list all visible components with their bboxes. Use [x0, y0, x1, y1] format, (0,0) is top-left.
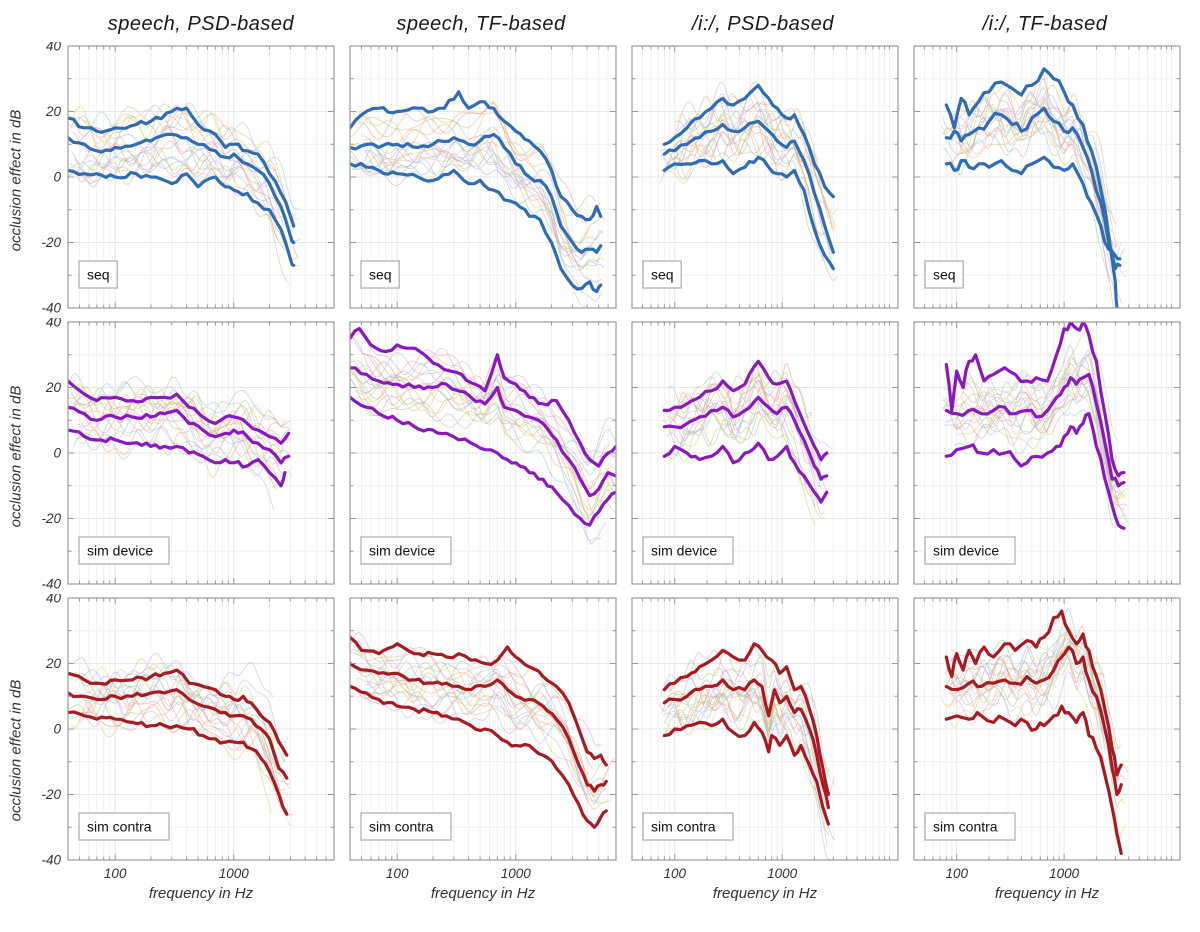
- subplot-seq-speech-tf: seq: [349, 45, 617, 309]
- subplot-simdevice-vowel-tf: sim device: [913, 321, 1181, 585]
- subplot-simdevice-speech-tf: sim device: [349, 321, 617, 585]
- svg-text:-40: -40: [41, 577, 61, 591]
- y-axis-label-row-seq: occlusion effect in dB: [7, 109, 25, 251]
- svg-text:-20: -20: [41, 511, 61, 526]
- svg-text:0: 0: [53, 722, 61, 737]
- svg-text:sim device: sim device: [87, 543, 153, 559]
- svg-text:frequency in Hz: frequency in Hz: [431, 885, 536, 902]
- svg-text:seq: seq: [933, 267, 956, 283]
- svg-text:40: 40: [46, 42, 62, 54]
- svg-text:frequency in Hz: frequency in Hz: [995, 885, 1100, 902]
- svg-text:seq: seq: [651, 267, 674, 283]
- svg-text:0: 0: [53, 170, 61, 185]
- svg-text:seq: seq: [87, 267, 110, 283]
- svg-text:seq: seq: [369, 267, 392, 283]
- svg-text:-20: -20: [41, 235, 61, 250]
- svg-text:40: 40: [46, 318, 62, 330]
- svg-text:sim device: sim device: [369, 543, 435, 559]
- subplot-simcontra-vowel-psd: 100 1000 frequency in Hz sim contra: [631, 597, 899, 902]
- svg-text:frequency in Hz: frequency in Hz: [149, 885, 254, 902]
- svg-text:-40: -40: [41, 301, 61, 315]
- svg-text:1000: 1000: [501, 866, 532, 881]
- svg-text:1000: 1000: [767, 866, 798, 881]
- svg-text:sim device: sim device: [651, 543, 717, 559]
- column-title-speech-psd: speech, PSD-based: [107, 12, 295, 35]
- svg-text:20: 20: [45, 380, 62, 395]
- svg-text:20: 20: [45, 656, 62, 671]
- y-axis-label-row-sim-device: occlusion effect in dB: [7, 385, 25, 527]
- subplot-simdevice-speech-psd: -40 -20 0 20 40 sim device: [41, 318, 335, 591]
- svg-text:1000: 1000: [1049, 866, 1080, 881]
- subplot-simcontra-speech-tf: 100 1000 frequency in Hz sim contra: [349, 597, 617, 902]
- column-title-vowel-psd: /i:/, PSD-based: [691, 12, 834, 35]
- subplot-simcontra-vowel-tf: 100 1000 frequency in Hz sim contra: [913, 597, 1181, 902]
- svg-text:100: 100: [386, 866, 409, 881]
- figure-grid: speech, PSD-based speech, TF-based /i:/,…: [6, 4, 1181, 902]
- svg-text:sim contra: sim contra: [651, 819, 716, 835]
- svg-text:frequency in Hz: frequency in Hz: [713, 885, 818, 902]
- subplot-simdevice-vowel-psd: sim device: [631, 321, 899, 585]
- svg-text:100: 100: [663, 866, 686, 881]
- svg-text:40: 40: [46, 594, 62, 606]
- y-axis-label-row-sim-contra: occlusion effect in dB: [7, 679, 25, 821]
- svg-text:-40: -40: [41, 853, 61, 868]
- svg-text:sim contra: sim contra: [87, 819, 152, 835]
- svg-text:20: 20: [45, 104, 62, 119]
- subplot-seq-speech-psd: -40 -20 0 20 40 seq: [41, 42, 335, 315]
- svg-text:-20: -20: [41, 787, 61, 802]
- svg-text:sim contra: sim contra: [369, 819, 434, 835]
- column-title-speech-tf: speech, TF-based: [396, 12, 566, 35]
- svg-text:sim contra: sim contra: [933, 819, 998, 835]
- svg-text:100: 100: [104, 866, 127, 881]
- svg-text:1000: 1000: [219, 866, 250, 881]
- svg-text:sim device: sim device: [933, 543, 999, 559]
- svg-text:100: 100: [945, 866, 968, 881]
- subplot-seq-vowel-tf: seq: [913, 45, 1181, 309]
- subplot-seq-vowel-psd: seq: [631, 45, 899, 309]
- subplot-simcontra-speech-psd: -40 -20 0 20 40 100 1000 frequency in Hz sim con…: [41, 594, 335, 902]
- corner-spacer: [6, 4, 26, 42]
- svg-text:0: 0: [53, 446, 61, 461]
- column-title-vowel-tf: /i:/, TF-based: [982, 12, 1108, 35]
